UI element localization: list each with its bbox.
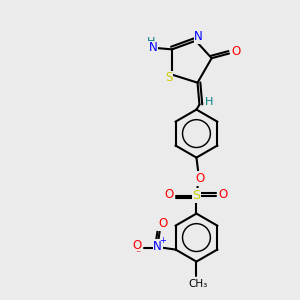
Text: +: + [159, 236, 166, 245]
Text: O: O [231, 45, 241, 58]
Text: O: O [196, 172, 205, 185]
Text: O: O [165, 188, 174, 201]
Text: O: O [158, 217, 167, 230]
Text: N: N [194, 30, 203, 43]
Text: ⁻: ⁻ [135, 250, 140, 260]
Text: S: S [192, 189, 200, 202]
Text: H: H [205, 97, 214, 106]
Text: N: N [149, 41, 158, 54]
Text: O: O [132, 239, 141, 252]
Text: H: H [147, 37, 155, 47]
Text: CH₃: CH₃ [189, 279, 208, 289]
Text: N: N [153, 240, 162, 253]
Text: S: S [165, 71, 173, 84]
Text: O: O [219, 188, 228, 201]
